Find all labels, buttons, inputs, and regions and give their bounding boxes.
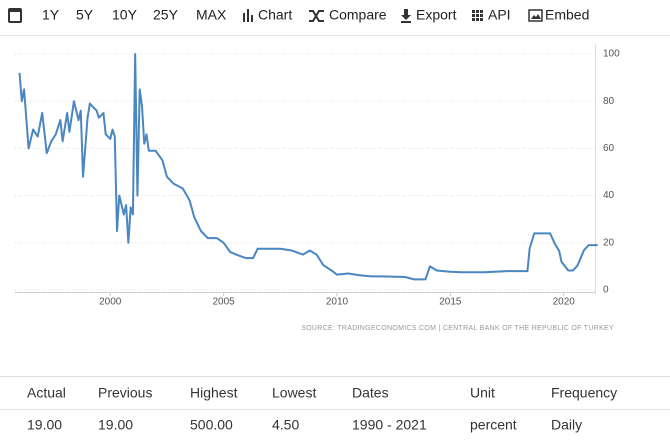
toolbar-button[interactable]: API	[488, 7, 511, 23]
calendar-top	[9, 9, 21, 12]
x-tick-label: 2015	[439, 297, 462, 308]
toolbar-button[interactable]: 5Y	[76, 7, 94, 23]
calendar-icon[interactable]	[8, 8, 22, 23]
export-icon	[401, 9, 411, 23]
table-cell: 19.00	[98, 417, 133, 433]
toolbar-button[interactable]: Compare	[329, 7, 387, 23]
toolbar-button[interactable]: 25Y	[153, 7, 179, 23]
y-tick-label: 100	[603, 49, 620, 60]
compare-icon	[309, 10, 324, 22]
toolbar-button[interactable]: Chart	[258, 7, 292, 23]
y-tick-label: 40	[603, 190, 615, 201]
source-note: SOURCE: TRADINGECONOMICS.COM | CENTRAL B…	[301, 325, 614, 332]
table-cell: 4.50	[272, 417, 299, 433]
toolbar-button[interactable]: Embed	[545, 7, 589, 23]
table-cell: Daily	[551, 417, 582, 433]
embed-icon	[528, 9, 543, 22]
x-tick-label: 2020	[553, 297, 576, 308]
table-header: Dates	[352, 385, 389, 401]
table-header: Unit	[470, 385, 495, 401]
data-line	[18, 53, 598, 281]
table-header: Frequency	[551, 385, 617, 401]
table-cell: 19.00	[27, 417, 62, 433]
table-cell: 1990 - 2021	[352, 417, 427, 433]
chart-icon	[243, 9, 253, 22]
x-tick-label: 2000	[99, 297, 122, 308]
table-cell: 500.00	[190, 417, 233, 433]
toolbar-button[interactable]: 10Y	[112, 7, 138, 23]
y-tick-label: 80	[603, 96, 615, 107]
toolbar-button[interactable]: 1Y	[42, 7, 60, 23]
x-tick-label: 2010	[326, 297, 349, 308]
table-header: Lowest	[272, 385, 316, 401]
table-header: Previous	[98, 385, 152, 401]
y-tick-label: 60	[603, 143, 615, 154]
toolbar-button[interactable]: MAX	[196, 7, 227, 23]
y-tick-label: 20	[603, 237, 615, 248]
table-header: Actual	[27, 385, 66, 401]
table-header: Highest	[190, 385, 238, 401]
table-cell: percent	[470, 417, 517, 433]
x-tick-label: 2005	[212, 297, 235, 308]
toolbar-button[interactable]: Export	[416, 7, 457, 23]
y-tick-label: 0	[603, 285, 609, 296]
api-icon	[472, 10, 483, 21]
